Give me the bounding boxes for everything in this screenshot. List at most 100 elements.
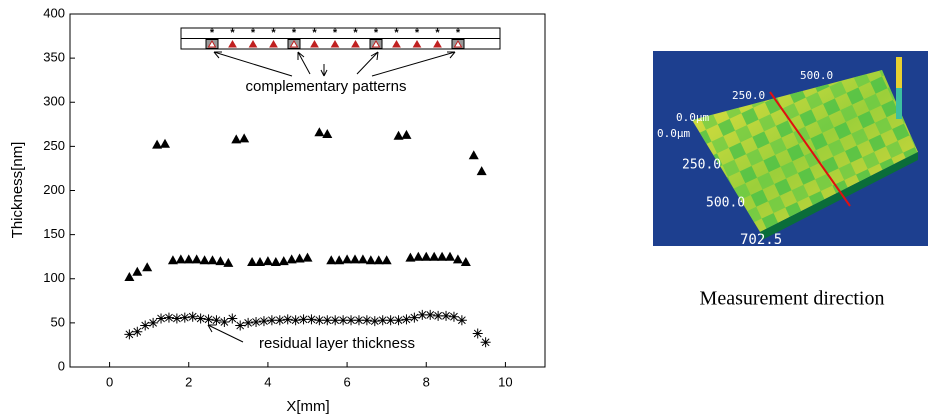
schematic-dot: *: [312, 27, 317, 39]
asterisk-marker: [369, 316, 380, 327]
asterisk-marker: [472, 328, 483, 339]
schematic-dot: *: [210, 27, 215, 39]
schematic-dot: *: [415, 27, 420, 39]
triangle-marker: [405, 252, 416, 262]
asterisk-marker: [448, 311, 459, 322]
triangle-marker: [132, 266, 143, 276]
triangle-marker: [167, 255, 178, 265]
triangle-marker: [160, 138, 170, 148]
schematic-dot: *: [271, 27, 276, 39]
asterisk-marker: [132, 326, 143, 337]
image-label: 250.0: [732, 89, 765, 102]
schematic-dot: *: [292, 27, 297, 39]
triangle-marker: [460, 256, 471, 266]
image-label: 0.0μm: [676, 111, 709, 124]
asterisk-marker: [195, 313, 206, 324]
asterisk-marker: [171, 313, 182, 324]
asterisk-marker: [235, 320, 246, 331]
y-tick-label: 50: [51, 314, 65, 329]
y-tick-label: 150: [43, 226, 65, 241]
triangle-marker: [262, 256, 273, 266]
asterisk-marker: [187, 311, 198, 322]
y-tick-label: 350: [43, 50, 65, 65]
schematic-triangle: [351, 40, 360, 48]
y-tick-label: 200: [43, 182, 65, 197]
caption: Measurement direction: [700, 288, 885, 310]
triangle-marker: [429, 251, 440, 261]
triangle-marker: [294, 253, 305, 263]
asterisk-marker: [243, 317, 254, 328]
image-label: 250.0: [682, 158, 721, 173]
asterisk-marker: [124, 329, 135, 340]
y-tick-label: 300: [43, 94, 65, 109]
image-label: 0.0μm: [657, 127, 690, 140]
image-label: 500.0: [706, 196, 745, 211]
y-tick-label: 250: [43, 138, 65, 153]
asterisk-marker: [456, 315, 467, 326]
triangle-marker: [334, 255, 345, 265]
asterisk-marker: [433, 310, 444, 321]
annotation: complementary patterns: [246, 78, 407, 95]
schematic-dot: *: [374, 27, 379, 39]
asterisk-marker: [227, 313, 238, 324]
asterisk-marker: [393, 315, 404, 326]
x-tick-label: 0: [106, 374, 113, 389]
triangle-marker: [270, 256, 281, 266]
schematic-triangle: [392, 40, 401, 48]
x-tick-label: 2: [185, 374, 192, 389]
asterisk-marker: [314, 315, 325, 326]
triangle-marker: [350, 254, 360, 264]
schematic-triangle: [310, 40, 319, 48]
asterisk-marker: [298, 314, 309, 325]
x-axis-title: X[mm]: [286, 398, 329, 415]
schematic-triangle: [453, 40, 463, 48]
triangle-marker: [437, 251, 448, 261]
asterisk-marker: [274, 315, 285, 326]
asterisk-marker: [385, 315, 396, 326]
triangle-marker: [124, 271, 135, 281]
triangle-marker: [183, 254, 194, 264]
asterisk-marker: [353, 315, 364, 326]
asterisk-marker: [401, 314, 412, 325]
triangle-marker: [326, 255, 337, 265]
asterisk-marker: [140, 320, 151, 331]
triangle-marker: [152, 139, 163, 149]
asterisk-marker: [417, 309, 428, 320]
triangle-marker: [239, 133, 250, 143]
triangle-marker: [278, 256, 289, 266]
annotation: residual layer thickness: [259, 335, 415, 352]
y-axis-title: Thickness[nm]: [9, 142, 26, 239]
asterisk-marker: [330, 315, 341, 326]
triangle-marker: [357, 254, 368, 264]
triangle-marker: [421, 251, 432, 261]
arrows: [207, 51, 456, 343]
schematic-triangle: [248, 40, 258, 48]
schematic-dot: *: [456, 27, 461, 39]
triangle-marker: [452, 254, 463, 264]
asterisk-marker: [156, 313, 167, 324]
asterisk-marker: [361, 315, 372, 326]
triangle-marker: [142, 262, 153, 272]
asterisk-marker: [219, 316, 230, 327]
triangle-marker: [247, 256, 258, 266]
triangle-marker: [468, 150, 479, 160]
asterisk-marker: [251, 316, 262, 327]
triangle-marker: [476, 166, 487, 176]
schematic-triangle: [269, 40, 278, 48]
asterisk-marker: [203, 314, 214, 325]
asterisk-marker: [282, 314, 293, 325]
triangle-marker: [286, 254, 297, 264]
schematic-dot: *: [251, 27, 256, 39]
triangle-marker: [215, 256, 226, 266]
plot-frame: [69, 13, 546, 368]
asterisk-marker: [290, 315, 301, 326]
schematic-triangle: [330, 40, 340, 48]
x-tick-label: 10: [498, 374, 512, 389]
asterisk-marker: [306, 314, 317, 325]
asterisk-marker: [425, 309, 436, 320]
asterisk-marker: [266, 315, 277, 326]
schematic-triangle: [433, 40, 442, 48]
triangle-marker: [322, 129, 333, 139]
triangle-marker: [373, 255, 384, 265]
